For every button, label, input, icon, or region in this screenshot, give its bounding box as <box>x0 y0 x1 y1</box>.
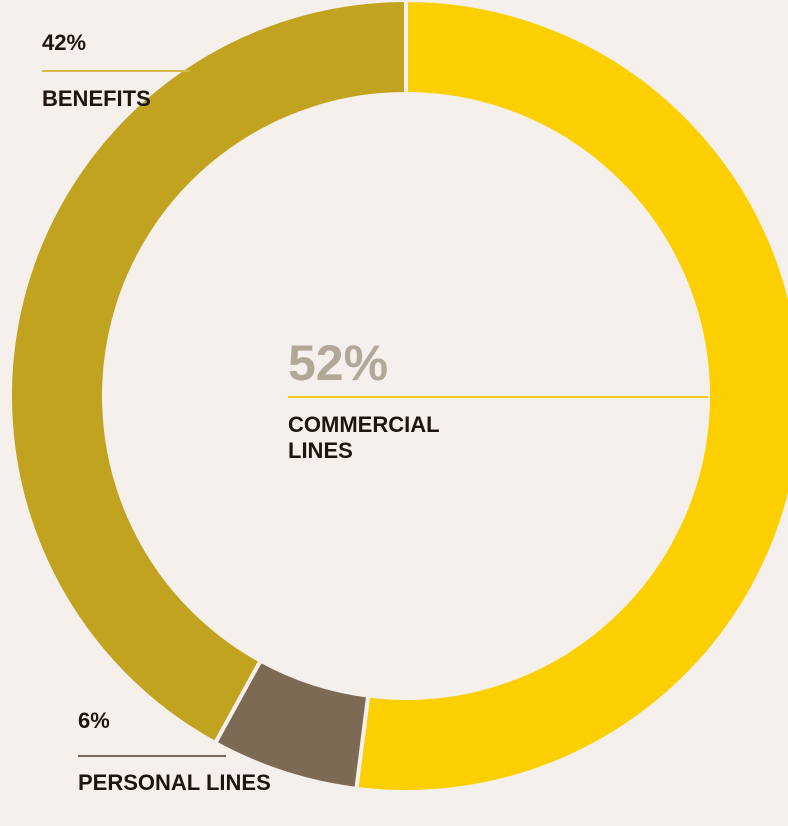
commercial-lines-name-label: COMMERCIAL LINES <box>288 412 440 464</box>
personal-lines-percent-label: 6% <box>78 708 110 733</box>
commercial-lines-leader-line <box>288 396 708 398</box>
commercial-lines-percent-label: 52% <box>288 335 389 391</box>
benefits-name-label: BENEFITS <box>42 86 151 111</box>
personal-lines-name-label: PERSONAL LINES <box>78 770 271 795</box>
benefits-percent-label: 42% <box>42 30 87 55</box>
donut-slice-benefits <box>8 0 408 746</box>
personal-lines-leader-line <box>78 755 226 757</box>
benefits-leader-line <box>42 70 190 72</box>
donut-slice-commercial-lines <box>354 0 788 794</box>
